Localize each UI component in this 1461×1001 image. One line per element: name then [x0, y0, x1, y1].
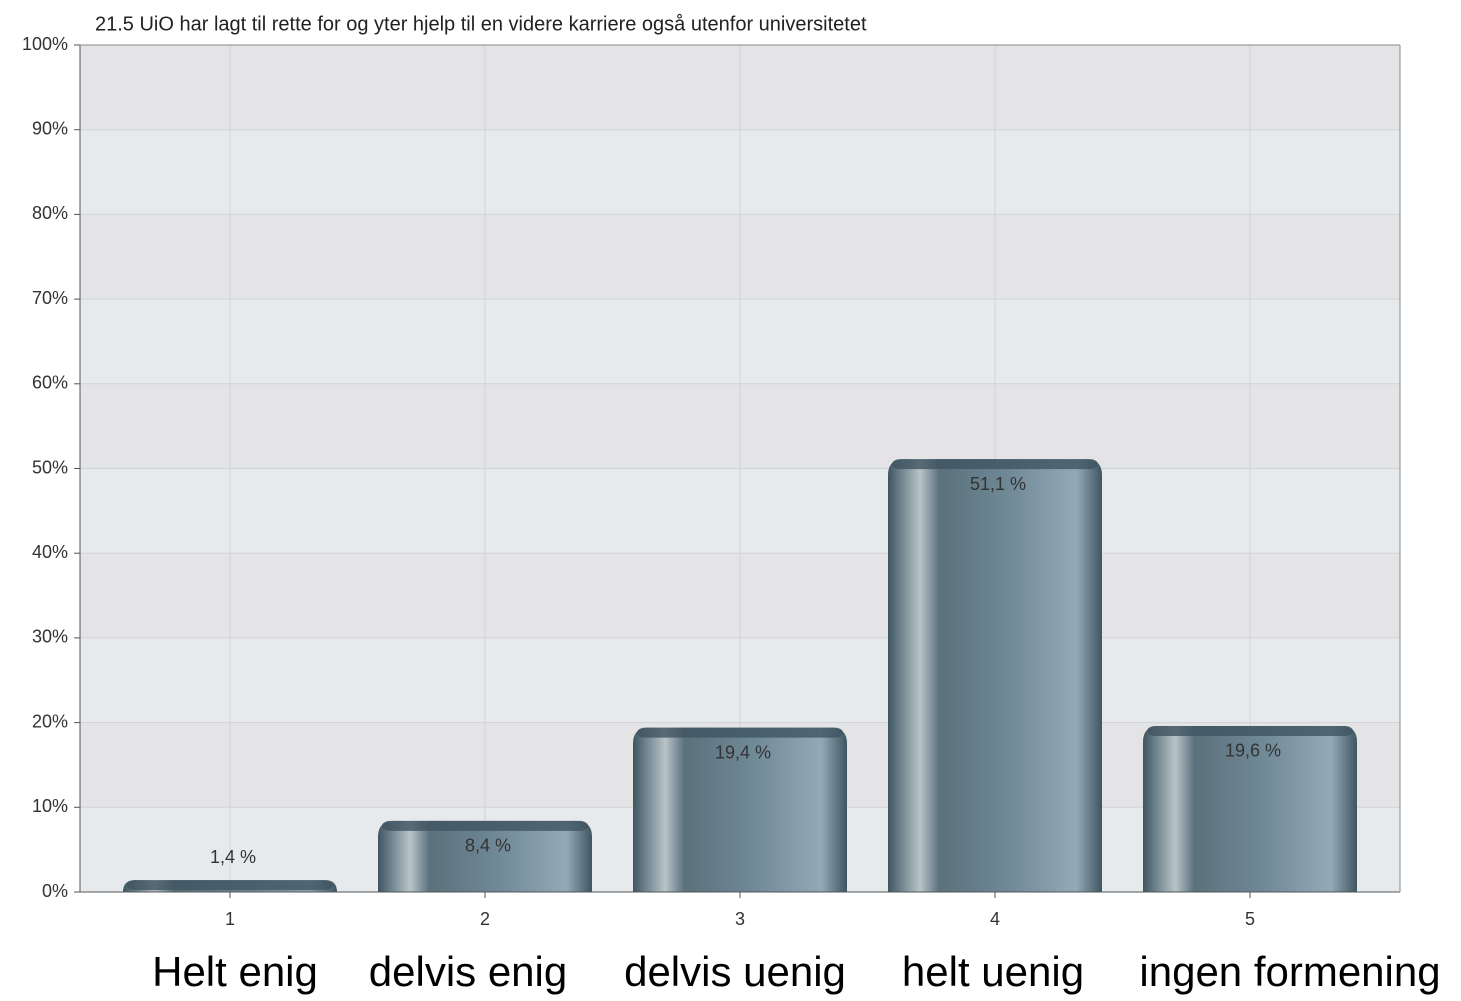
x-tick-label: 4 [990, 909, 1000, 929]
bar [633, 727, 847, 892]
y-tick-label: 100% [22, 34, 68, 54]
bar-cap [382, 820, 588, 831]
value-label: 51,1 % [970, 474, 1026, 494]
y-tick-label: 50% [32, 457, 68, 477]
y-tick-label: 20% [32, 711, 68, 731]
y-tick-label: 10% [32, 796, 68, 816]
y-tick-label: 90% [32, 118, 68, 138]
y-tick-label: 0% [42, 881, 68, 901]
y-tick-label: 30% [32, 627, 68, 647]
bar-cap [637, 727, 843, 738]
bar-cap [127, 880, 333, 891]
bar [1143, 725, 1357, 892]
y-tick-label: 80% [32, 203, 68, 223]
x-tick-label: 3 [735, 909, 745, 929]
category-description: delvis uenig [624, 948, 846, 995]
value-label: 8,4 % [465, 836, 511, 856]
x-tick-label: 5 [1245, 909, 1255, 929]
value-label: 19,4 % [715, 742, 771, 762]
y-tick-label: 70% [32, 288, 68, 308]
bar-cap [1147, 725, 1353, 736]
bar-cap [892, 459, 1098, 470]
value-label: 19,6 % [1225, 741, 1281, 761]
value-label: 1,4 % [210, 847, 256, 867]
category-description: delvis enig [369, 948, 567, 995]
category-description: helt uenig [902, 948, 1084, 995]
y-tick-label: 40% [32, 542, 68, 562]
category-description: ingen formening [1139, 948, 1440, 995]
y-tick-label: 60% [32, 373, 68, 393]
x-tick-label: 1 [225, 909, 235, 929]
x-tick-label: 2 [480, 909, 490, 929]
category-description: Helt enig [152, 948, 318, 995]
bar [888, 459, 1102, 892]
chart-title: 21.5 UiO har lagt til rette for og yter … [95, 13, 867, 35]
bar [378, 820, 592, 892]
